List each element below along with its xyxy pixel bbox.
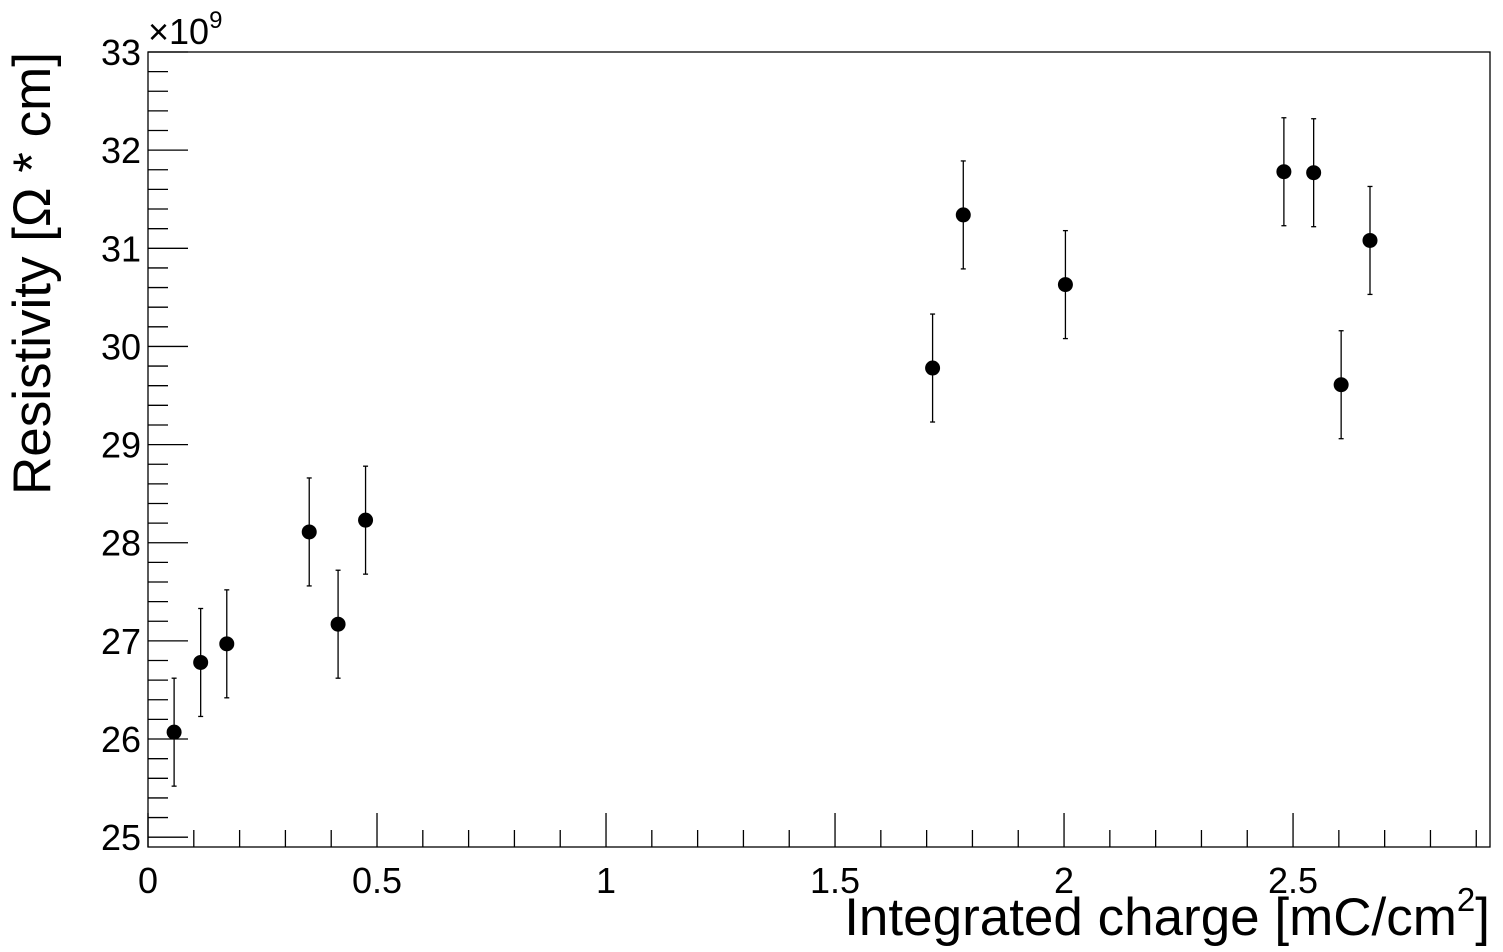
y-tick-label: 33 bbox=[101, 32, 141, 73]
plot-frame bbox=[147, 51, 1491, 848]
x-tick-label: 1.5 bbox=[810, 860, 860, 901]
x-tick-label: 2.5 bbox=[1268, 860, 1318, 901]
data-point bbox=[193, 654, 209, 670]
tick-labels: 0 0.5 1 1.5 2 2.5 25 26 27 28 29 30 31 32 33 bbox=[101, 32, 1318, 901]
x-tick-label: 2 bbox=[1054, 860, 1074, 901]
data-point bbox=[1306, 165, 1322, 181]
x-axis-label: Integrated charge [mC/cm2] bbox=[844, 881, 1490, 947]
y-tick-label: 28 bbox=[101, 523, 141, 564]
y-tick-label: 27 bbox=[101, 621, 141, 662]
y-axis-multiplier: ×109 bbox=[148, 7, 222, 52]
y-tick-label: 29 bbox=[101, 425, 141, 466]
data-point bbox=[166, 724, 182, 740]
x-tick-label: 0 bbox=[138, 860, 158, 901]
data-markers bbox=[166, 164, 1378, 740]
data-point bbox=[219, 636, 235, 652]
data-point bbox=[955, 207, 971, 223]
data-point bbox=[358, 512, 374, 528]
y-tick-label: 25 bbox=[101, 817, 141, 858]
x-tick-label: 1 bbox=[596, 860, 616, 901]
y-tick-label: 31 bbox=[101, 228, 141, 269]
data-point bbox=[925, 360, 941, 376]
data-point bbox=[330, 616, 346, 632]
x-tick-label: 0.5 bbox=[352, 860, 402, 901]
y-axis-label: Resistivity [Ω * cm] bbox=[3, 52, 62, 495]
data-point bbox=[1333, 377, 1349, 393]
y-tick-label: 32 bbox=[101, 130, 141, 171]
y-tick-label: 26 bbox=[101, 719, 141, 760]
data-point bbox=[1276, 164, 1292, 180]
data-point bbox=[301, 524, 317, 540]
data-point bbox=[1057, 277, 1073, 293]
y-tick-label: 30 bbox=[101, 326, 141, 367]
data-point bbox=[1362, 232, 1378, 248]
